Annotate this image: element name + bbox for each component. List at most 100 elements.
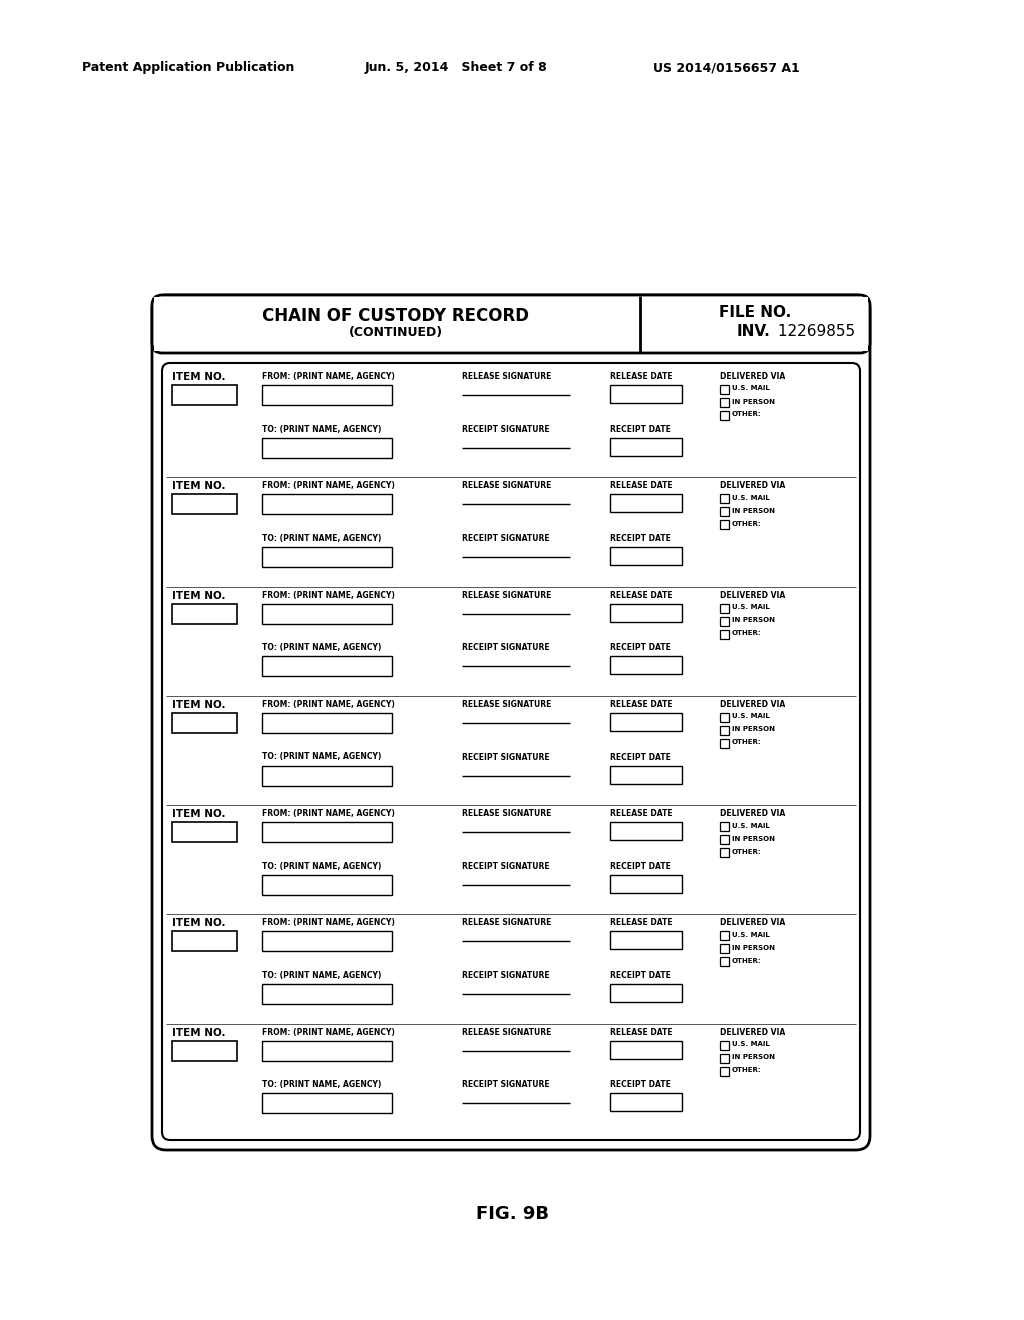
Text: DELIVERED VIA: DELIVERED VIA bbox=[720, 700, 785, 709]
Bar bbox=[172, 494, 237, 515]
Text: FROM: (PRINT NAME, AGENCY): FROM: (PRINT NAME, AGENCY) bbox=[262, 919, 395, 928]
Text: RELEASE DATE: RELEASE DATE bbox=[610, 1028, 673, 1036]
Text: RELEASE SIGNATURE: RELEASE SIGNATURE bbox=[462, 482, 551, 490]
Text: RECEIPT SIGNATURE: RECEIPT SIGNATURE bbox=[462, 862, 550, 871]
Text: IN PERSON: IN PERSON bbox=[732, 616, 775, 623]
Text: U.S. MAIL: U.S. MAIL bbox=[732, 605, 770, 610]
FancyBboxPatch shape bbox=[162, 363, 860, 1140]
Text: RECEIPT SIGNATURE: RECEIPT SIGNATURE bbox=[462, 1080, 550, 1089]
Text: TO: (PRINT NAME, AGENCY): TO: (PRINT NAME, AGENCY) bbox=[262, 862, 381, 871]
Bar bbox=[262, 822, 392, 842]
Text: ITEM NO.: ITEM NO. bbox=[172, 372, 225, 381]
Text: RECEIPT DATE: RECEIPT DATE bbox=[610, 862, 671, 871]
Text: DELIVERED VIA: DELIVERED VIA bbox=[720, 919, 785, 928]
Text: FROM: (PRINT NAME, AGENCY): FROM: (PRINT NAME, AGENCY) bbox=[262, 700, 395, 709]
Text: ITEM NO.: ITEM NO. bbox=[172, 809, 225, 820]
Bar bbox=[610, 822, 682, 840]
Text: U.S. MAIL: U.S. MAIL bbox=[732, 1041, 770, 1047]
Text: ITEM NO.: ITEM NO. bbox=[172, 700, 225, 710]
Bar bbox=[610, 932, 682, 949]
Bar bbox=[610, 766, 682, 784]
Text: IN PERSON: IN PERSON bbox=[732, 399, 775, 404]
Bar bbox=[720, 944, 729, 953]
Bar bbox=[720, 1040, 729, 1049]
Bar bbox=[610, 438, 682, 455]
Text: RECEIPT SIGNATURE: RECEIPT SIGNATURE bbox=[462, 972, 550, 979]
Text: RECEIPT SIGNATURE: RECEIPT SIGNATURE bbox=[462, 533, 550, 543]
Text: FROM: (PRINT NAME, AGENCY): FROM: (PRINT NAME, AGENCY) bbox=[262, 809, 395, 818]
Bar bbox=[262, 494, 392, 515]
Text: OTHER:: OTHER: bbox=[732, 412, 762, 417]
Text: TO: (PRINT NAME, AGENCY): TO: (PRINT NAME, AGENCY) bbox=[262, 643, 381, 652]
Text: RELEASE SIGNATURE: RELEASE SIGNATURE bbox=[462, 809, 551, 818]
Bar bbox=[610, 385, 682, 403]
Text: RECEIPT SIGNATURE: RECEIPT SIGNATURE bbox=[462, 425, 550, 434]
Text: TO: (PRINT NAME, AGENCY): TO: (PRINT NAME, AGENCY) bbox=[262, 425, 381, 434]
Text: RELEASE SIGNATURE: RELEASE SIGNATURE bbox=[462, 590, 551, 599]
Text: TO: (PRINT NAME, AGENCY): TO: (PRINT NAME, AGENCY) bbox=[262, 752, 381, 762]
Bar bbox=[720, 713, 729, 722]
Text: OTHER:: OTHER: bbox=[732, 1067, 762, 1073]
Bar bbox=[610, 656, 682, 675]
Text: RECEIPT SIGNATURE: RECEIPT SIGNATURE bbox=[462, 752, 550, 762]
Bar bbox=[720, 932, 729, 940]
Text: FILE NO.: FILE NO. bbox=[719, 305, 792, 319]
Text: RELEASE DATE: RELEASE DATE bbox=[610, 482, 673, 490]
Text: RELEASE SIGNATURE: RELEASE SIGNATURE bbox=[462, 372, 551, 381]
Text: IN PERSON: IN PERSON bbox=[732, 945, 775, 950]
Bar bbox=[262, 875, 392, 895]
Bar bbox=[720, 616, 729, 626]
Bar bbox=[262, 1040, 392, 1061]
Text: DELIVERED VIA: DELIVERED VIA bbox=[720, 482, 785, 490]
Bar bbox=[610, 985, 682, 1002]
Bar bbox=[262, 985, 392, 1005]
Text: U.S. MAIL: U.S. MAIL bbox=[732, 385, 770, 392]
Text: RECEIPT DATE: RECEIPT DATE bbox=[610, 1080, 671, 1089]
Bar bbox=[262, 546, 392, 566]
Text: RECEIPT DATE: RECEIPT DATE bbox=[610, 643, 671, 652]
Bar bbox=[610, 603, 682, 622]
Bar bbox=[720, 1053, 729, 1063]
Text: ITEM NO.: ITEM NO. bbox=[172, 590, 225, 601]
Bar bbox=[720, 630, 729, 639]
Text: RELEASE DATE: RELEASE DATE bbox=[610, 372, 673, 381]
Bar bbox=[720, 822, 729, 832]
Bar bbox=[262, 385, 392, 405]
Text: RECEIPT DATE: RECEIPT DATE bbox=[610, 425, 671, 434]
Text: RELEASE SIGNATURE: RELEASE SIGNATURE bbox=[462, 700, 551, 709]
Bar bbox=[720, 739, 729, 748]
Bar bbox=[262, 932, 392, 952]
Bar bbox=[720, 603, 729, 612]
Text: IN PERSON: IN PERSON bbox=[732, 1055, 775, 1060]
Bar bbox=[720, 957, 729, 966]
Text: OTHER:: OTHER: bbox=[732, 739, 762, 746]
Bar bbox=[262, 656, 392, 676]
Bar bbox=[172, 1040, 237, 1061]
Bar bbox=[720, 507, 729, 516]
Text: FROM: (PRINT NAME, AGENCY): FROM: (PRINT NAME, AGENCY) bbox=[262, 372, 395, 381]
Bar bbox=[172, 603, 237, 623]
Text: OTHER:: OTHER: bbox=[732, 849, 762, 854]
Text: RELEASE DATE: RELEASE DATE bbox=[610, 809, 673, 818]
Bar bbox=[720, 411, 729, 420]
Text: DELIVERED VIA: DELIVERED VIA bbox=[720, 372, 785, 381]
Text: FROM: (PRINT NAME, AGENCY): FROM: (PRINT NAME, AGENCY) bbox=[262, 482, 395, 490]
Bar bbox=[720, 399, 729, 407]
Bar bbox=[720, 849, 729, 857]
Text: RECEIPT SIGNATURE: RECEIPT SIGNATURE bbox=[462, 643, 550, 652]
Bar bbox=[720, 1067, 729, 1076]
Text: 12269855: 12269855 bbox=[773, 323, 855, 339]
Bar bbox=[262, 713, 392, 733]
Bar bbox=[262, 1093, 392, 1113]
Text: U.S. MAIL: U.S. MAIL bbox=[732, 822, 770, 829]
Text: ITEM NO.: ITEM NO. bbox=[172, 482, 225, 491]
Bar bbox=[720, 494, 729, 503]
Bar bbox=[610, 713, 682, 731]
Bar bbox=[172, 713, 237, 733]
Bar bbox=[262, 438, 392, 458]
Bar bbox=[610, 1093, 682, 1111]
Text: RECEIPT DATE: RECEIPT DATE bbox=[610, 972, 671, 979]
Text: TO: (PRINT NAME, AGENCY): TO: (PRINT NAME, AGENCY) bbox=[262, 1080, 381, 1089]
Bar bbox=[262, 766, 392, 785]
Text: OTHER:: OTHER: bbox=[732, 521, 762, 527]
